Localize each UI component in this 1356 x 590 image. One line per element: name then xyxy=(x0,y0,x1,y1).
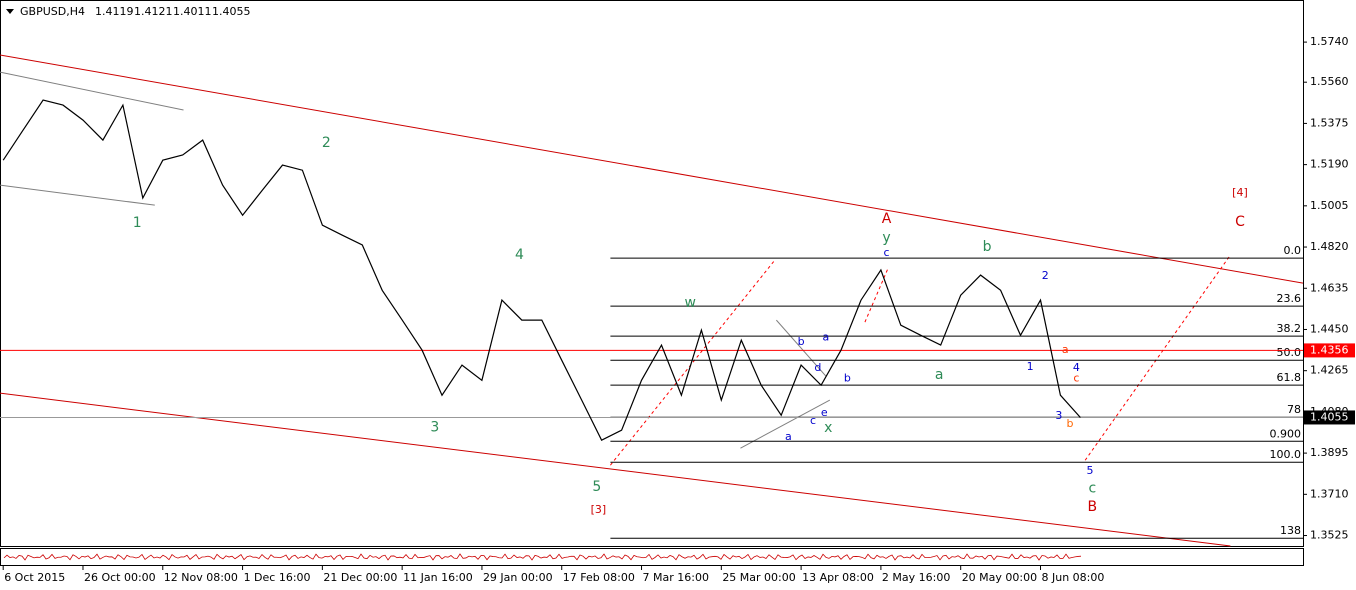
trend-line xyxy=(0,184,155,206)
trend-line xyxy=(610,259,776,466)
wave-label: 5 xyxy=(1086,464,1093,477)
fib-label: 100.0 xyxy=(1270,448,1302,461)
trend-line xyxy=(0,71,184,111)
price-tag-label: 1.4055 xyxy=(1310,410,1349,423)
x-tick-label: 26 Oct 00:00 xyxy=(84,571,156,584)
indicator-frame xyxy=(0,548,1304,566)
x-tick-label: 11 Jan 16:00 xyxy=(403,571,473,584)
fib-label: 0.0 xyxy=(1284,244,1302,257)
oscillator xyxy=(3,553,1082,561)
wave-label: B xyxy=(1088,499,1098,515)
y-tick-label: 1.4635 xyxy=(1310,281,1349,294)
price-tag-label: 1.4356 xyxy=(1310,343,1349,356)
fib-label: 138 xyxy=(1280,524,1301,537)
wave-label: a xyxy=(935,367,944,383)
fib-label: 23.6 xyxy=(1277,292,1302,305)
wave-label: b xyxy=(983,239,992,255)
ohlc-value: 1.4011 xyxy=(173,5,212,18)
wave-label: a xyxy=(785,430,792,443)
wave-label: c xyxy=(1073,371,1079,384)
y-tick-label: 1.4265 xyxy=(1310,364,1349,377)
trend-line xyxy=(775,319,827,377)
fib-label: 0.900 xyxy=(1270,427,1302,440)
symbol: GBPUSD,H4 xyxy=(20,5,85,18)
wave-label: e xyxy=(821,406,828,419)
wave-label: y xyxy=(882,230,890,246)
wave-label: [4] xyxy=(1232,186,1248,199)
ohlc-value: 1.4119 xyxy=(95,5,134,18)
x-tick-label: 29 Jan 00:00 xyxy=(483,571,553,584)
y-tick-label: 1.4820 xyxy=(1310,240,1349,253)
x-tick-label: 17 Feb 08:00 xyxy=(563,571,635,584)
fib-label: 78 xyxy=(1287,403,1301,416)
y-tick-label: 1.3525 xyxy=(1310,529,1349,542)
y-tick-label: 1.5560 xyxy=(1310,75,1349,88)
wave-label: 2 xyxy=(1042,269,1049,282)
wave-label: c xyxy=(1088,480,1096,496)
menu-arrow[interactable] xyxy=(6,9,14,14)
x-tick-label: 13 Apr 08:00 xyxy=(802,571,874,584)
y-tick-label: 1.5190 xyxy=(1310,158,1349,171)
wave-label: 3 xyxy=(1055,409,1062,422)
x-tick-label: 21 Dec 00:00 xyxy=(323,571,397,584)
wave-label: a xyxy=(822,330,829,343)
x-tick-label: 8 Jun 08:00 xyxy=(1041,571,1104,584)
y-tick-label: 1.5005 xyxy=(1310,199,1349,212)
wave-label: A xyxy=(882,211,892,227)
wave-label: c xyxy=(810,414,816,427)
wave-label: 1 xyxy=(133,215,142,231)
x-tick-label: 12 Nov 08:00 xyxy=(164,571,238,584)
fib-label: 61.8 xyxy=(1277,371,1302,384)
plot-frame xyxy=(0,0,1304,547)
wave-label: d xyxy=(814,361,821,374)
wave-label: b xyxy=(844,371,851,384)
trend-line xyxy=(0,392,1231,547)
x-tick-label: 25 Mar 00:00 xyxy=(722,571,795,584)
x-tick-label: 1 Dec 16:00 xyxy=(244,571,311,584)
wave-label: w xyxy=(684,295,695,311)
fib-label: 38.2 xyxy=(1277,322,1302,335)
x-tick-label: 6 Oct 2015 xyxy=(4,571,65,584)
wave-label: 5 xyxy=(592,479,601,495)
x-tick-label: 20 May 00:00 xyxy=(962,571,1037,584)
ohlc-value: 1.4055 xyxy=(212,5,251,18)
wave-label: b xyxy=(1067,417,1074,430)
trend-line xyxy=(740,399,831,449)
ohlc-value: 1.4121 xyxy=(134,5,173,18)
wave-label: 3 xyxy=(430,419,439,435)
y-tick-label: 1.5375 xyxy=(1310,116,1349,129)
wave-label: a xyxy=(1062,343,1069,356)
oscillator-line xyxy=(3,553,1082,561)
wave-label: 2 xyxy=(322,135,331,151)
wave-label: c xyxy=(883,246,889,259)
x-tick-label: 2 May 16:00 xyxy=(882,571,950,584)
y-tick-label: 1.5740 xyxy=(1310,35,1349,48)
trend-line xyxy=(864,268,889,323)
price-tag xyxy=(1304,343,1355,358)
wave-label: x xyxy=(824,420,832,436)
wave-label: 4 xyxy=(515,247,524,263)
price-tag xyxy=(1304,410,1355,425)
price-line-series xyxy=(2,99,1081,442)
y-tick-label: 1.3895 xyxy=(1310,446,1349,459)
fib-label: 50.0 xyxy=(1277,346,1302,359)
x-tick-label: 7 Mar 16:00 xyxy=(643,571,709,584)
trend-line xyxy=(0,54,1304,284)
y-tick-label: 1.3710 xyxy=(1310,487,1349,500)
wave-label: [3] xyxy=(591,503,607,516)
wave-label: 4 xyxy=(1073,361,1080,374)
wave-label: b xyxy=(798,335,805,348)
wave-label: 1 xyxy=(1027,360,1034,373)
y-tick-label: 1.4450 xyxy=(1310,322,1349,335)
wave-label: C xyxy=(1235,214,1245,230)
